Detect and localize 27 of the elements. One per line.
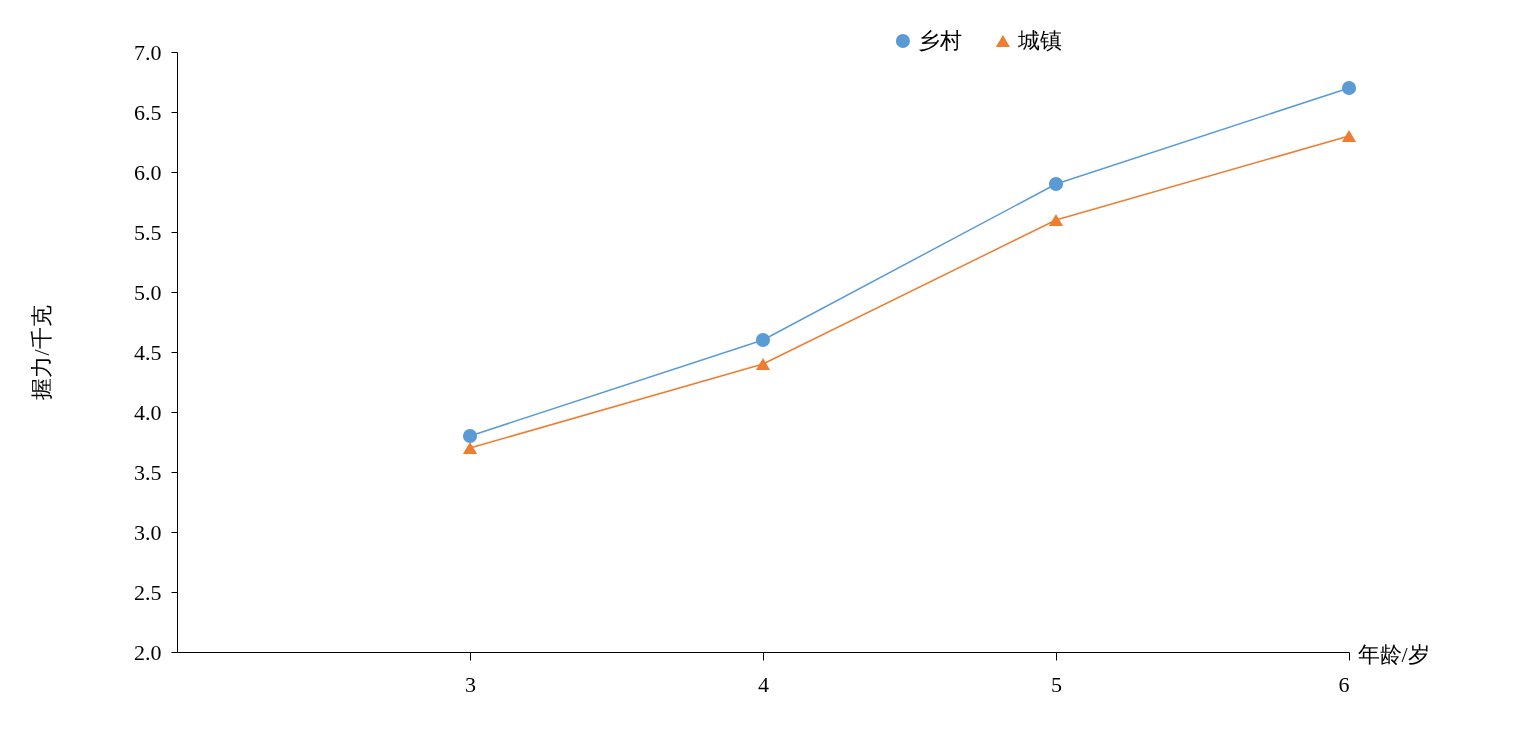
x-tick-label: 5 (1051, 671, 1062, 697)
y-tick-label: 4.5 (134, 339, 162, 365)
x-axis-title: 年龄/岁 (1357, 641, 1430, 667)
x-tick-label: 3 (465, 671, 476, 697)
point (1341, 129, 1357, 143)
point (1341, 80, 1357, 96)
y-tick-label: 3.5 (134, 459, 162, 485)
y-tick-label: 3.0 (134, 519, 162, 545)
point (1048, 176, 1064, 192)
point (462, 441, 478, 455)
legend-label: 乡村 (917, 28, 962, 53)
x-tick-label: 4 (758, 671, 769, 697)
y-axis-title: 握力/千克 (29, 305, 54, 400)
y-tick-label: 2.0 (134, 639, 162, 665)
x-tick-label: 6 (1338, 671, 1350, 697)
point (755, 357, 771, 371)
y-tick-label: 5.0 (134, 279, 162, 305)
point (755, 332, 771, 348)
y-tick-label: 4.0 (134, 399, 162, 425)
y-tick-label: 7.0 (134, 39, 162, 65)
point (1048, 213, 1064, 227)
y-tick-label: 6.0 (134, 159, 162, 185)
point (462, 428, 478, 444)
y-tick-label: 5.5 (134, 219, 162, 245)
legend-label: 城镇 (1016, 28, 1062, 53)
y-tick-label: 2.5 (134, 579, 162, 605)
y-tick-label: 6.5 (134, 99, 162, 125)
